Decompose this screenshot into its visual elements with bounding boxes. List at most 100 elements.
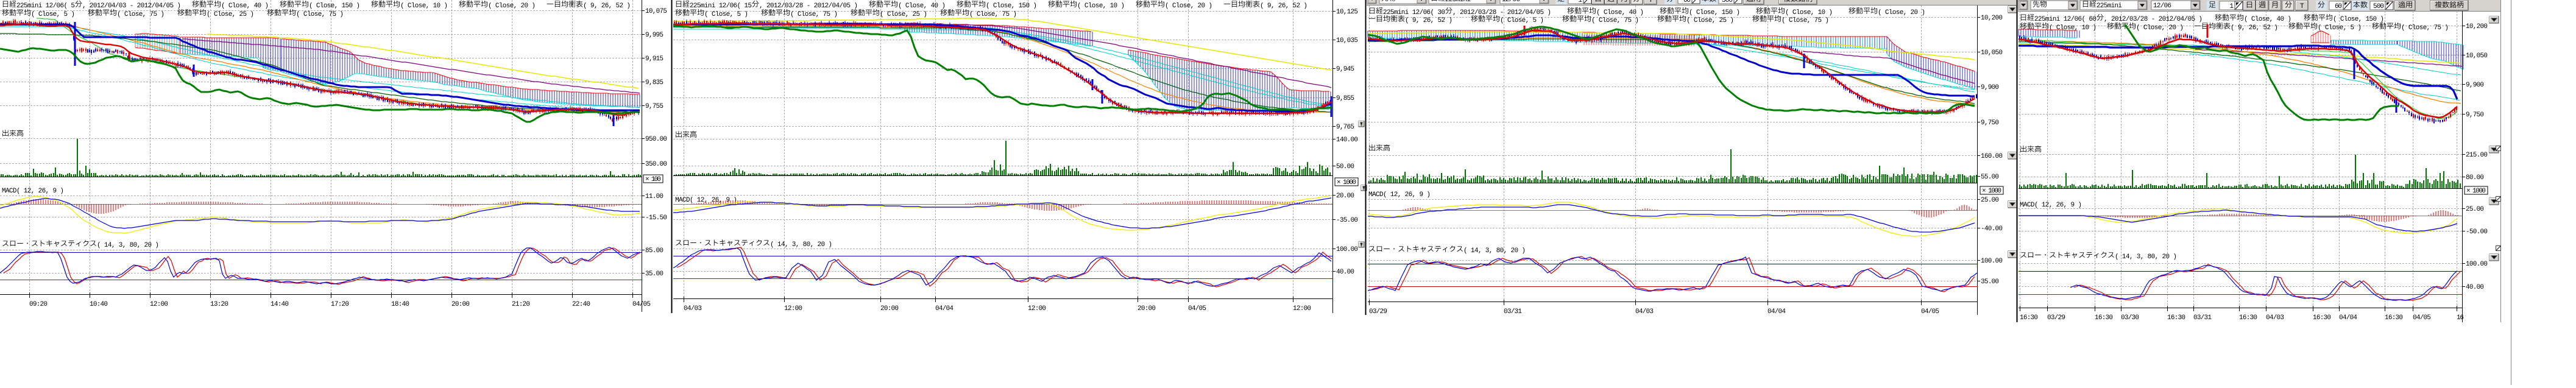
svg-text:500: 500 [1722, 0, 1733, 4]
svg-text:( 14, 3, 80, 20 ): ( 14, 3, 80, 20 ) [97, 242, 159, 249]
svg-text:( Close, 150 ): ( Close, 150 ) [309, 2, 360, 10]
svg-text:( Close, 20 ): ( Close, 20 ) [1878, 9, 1925, 16]
svg-text:20:00: 20:00 [880, 305, 899, 312]
svg-text:( Close, 75 ): ( Close, 75 ) [969, 11, 1017, 18]
svg-text:40.00: 40.00 [2466, 284, 2484, 291]
svg-text:13:20: 13:20 [210, 301, 228, 308]
svg-text:100.00: 100.00 [2466, 261, 2488, 268]
svg-text:( 9, 26, 52 ): ( 9, 26, 52 ) [1260, 2, 1307, 10]
svg-text:( Close, 75 ): ( Close, 75 ) [790, 11, 838, 18]
svg-text:17:20: 17:20 [331, 301, 349, 308]
svg-text:350.00: 350.00 [645, 161, 667, 168]
svg-text:12:00: 12:00 [1028, 305, 1046, 312]
svg-text:× 100: × 100 [645, 176, 661, 183]
svg-text:( 9, 26, 52 ): ( 9, 26, 52 ) [2231, 24, 2278, 32]
svg-text:, 2012/03/28 - 2012/04/05 ): , 2012/03/28 - 2012/04/05 ) [2104, 16, 2203, 23]
svg-text:( 14, 3, 80, 20 ): ( 14, 3, 80, 20 ) [1463, 247, 1526, 255]
svg-text:03/29: 03/29 [2047, 314, 2065, 322]
svg-text:9,915: 9,915 [645, 55, 663, 63]
svg-text:( 9, 26, 52 ): ( 9, 26, 52 ) [1405, 17, 1453, 24]
svg-text:( 9, 26, 52 ): ( 9, 26, 52 ) [583, 2, 631, 10]
svg-text:× 1000: × 1000 [1982, 188, 2001, 195]
svg-text:03/29: 03/29 [1369, 308, 1387, 316]
svg-text:9,900: 9,900 [1981, 84, 1999, 91]
svg-text:950.00: 950.00 [645, 136, 667, 143]
svg-text:( Close, 75 ): ( Close, 75 ) [1591, 17, 1639, 24]
svg-text:03/30: 03/30 [2121, 314, 2139, 322]
svg-text:04/04: 04/04 [2339, 314, 2357, 322]
svg-text:( Close, 75 ): ( Close, 75 ) [1782, 17, 1829, 24]
svg-text:( Close, 5 ): ( Close, 5 ) [2318, 24, 2362, 32]
svg-text:( Close, 150 ): ( Close, 150 ) [986, 2, 1037, 10]
svg-text:9,995: 9,995 [645, 32, 663, 39]
svg-text:MACD( 12, 26, 9 ): MACD( 12, 26, 9 ) [1368, 191, 1431, 199]
svg-text:× 1000: × 1000 [1337, 179, 1356, 186]
svg-text:04/04: 04/04 [1767, 308, 1786, 316]
svg-text:MACD( 12, 26, 9 ): MACD( 12, 26, 9 ) [2, 188, 64, 195]
svg-text:10,125: 10,125 [1336, 9, 1358, 16]
svg-text:9,835: 9,835 [645, 79, 663, 86]
svg-text:, 2012/04/03 - 2012/04/05 ): , 2012/04/03 - 2012/04/05 ) [82, 2, 181, 10]
svg-text:( Close, 5 ): ( Close, 5 ) [1500, 17, 1544, 24]
svg-text:18:40: 18:40 [391, 301, 409, 308]
svg-text:( Close, 20 ): ( Close, 20 ) [1165, 2, 1212, 10]
svg-text:04/05: 04/05 [2413, 314, 2431, 322]
svg-text:, 2012/03/28 - 2012/04/05 ): , 2012/03/28 - 2012/04/05 ) [1453, 9, 1551, 16]
svg-text:T: T [2300, 3, 2304, 10]
svg-text:( Close, 40 ): ( Close, 40 ) [2244, 16, 2291, 23]
svg-text:12:00: 12:00 [1293, 305, 1311, 312]
svg-text:03/31: 03/31 [2193, 314, 2212, 322]
svg-text:( Close, 25 ): ( Close, 25 ) [880, 11, 927, 18]
svg-text:T: T [1649, 0, 1653, 4]
svg-text:9,750: 9,750 [1981, 119, 1999, 127]
svg-text:16:30: 16:30 [2167, 314, 2185, 322]
svg-text:03/31: 03/31 [1504, 308, 1522, 316]
svg-text:10,200: 10,200 [1981, 15, 2003, 22]
svg-text:9,755: 9,755 [645, 103, 663, 110]
svg-text:( Close, 40 ): ( Close, 40 ) [1596, 9, 1644, 16]
svg-text:20.00: 20.00 [1336, 192, 1354, 200]
svg-text:( Close, 25 ): ( Close, 25 ) [207, 11, 254, 18]
svg-text:MACD( 12, 26, 9 ): MACD( 12, 26, 9 ) [2020, 202, 2082, 209]
svg-text:( Close, 5 ): ( Close, 5 ) [31, 11, 75, 18]
svg-text:16:30: 16:30 [2385, 314, 2403, 322]
svg-text:16:30: 16:30 [2095, 314, 2113, 322]
svg-text:04/03: 04/03 [1635, 308, 1654, 316]
svg-text:( Close, 10 ): ( Close, 10 ) [400, 2, 448, 10]
svg-text:( 14, 3, 80, 20 ): ( 14, 3, 80, 20 ) [770, 241, 832, 249]
svg-text:( Close, 75 ): ( Close, 75 ) [117, 11, 165, 18]
svg-text:-35.00: -35.00 [1336, 217, 1358, 224]
svg-text:( Close, 75 ): ( Close, 75 ) [2401, 24, 2449, 32]
svg-text:( Close, 150 ): ( Close, 150 ) [1689, 9, 1740, 16]
svg-text:( Close, 150 ): ( Close, 150 ) [2333, 16, 2384, 23]
svg-text:225mini 12/06( 30: 225mini 12/06( 30 [1383, 9, 1445, 16]
svg-text:12/06: 12/06 [1502, 0, 1520, 4]
svg-text:10:40: 10:40 [90, 301, 108, 308]
svg-text:21:20: 21:20 [512, 301, 530, 308]
svg-text:16:30: 16:30 [2313, 314, 2331, 322]
svg-text:04/03: 04/03 [2266, 314, 2284, 322]
svg-text:225mini 12/06( 60: 225mini 12/06( 60 [2034, 16, 2097, 23]
svg-text:12:00: 12:00 [150, 301, 168, 308]
svg-text:215.00: 215.00 [2466, 152, 2488, 159]
svg-text:MACD( 12, 26, 9 ): MACD( 12, 26, 9 ) [675, 197, 737, 204]
svg-text:9,765: 9,765 [1336, 124, 1354, 131]
svg-text:, 2012/03/28 - 2012/04/05 ): , 2012/03/28 - 2012/04/05 ) [759, 2, 858, 10]
svg-text:10,035: 10,035 [1336, 37, 1358, 44]
svg-text:16: 16 [2457, 314, 2464, 322]
svg-text:25.00: 25.00 [1981, 197, 1999, 204]
svg-text:1: 1 [1578, 0, 1582, 4]
svg-text:140.00: 140.00 [1336, 136, 1358, 144]
svg-text:50.00: 50.00 [1336, 163, 1354, 171]
svg-text:20:00: 20:00 [451, 301, 470, 308]
svg-text:16:30: 16:30 [2239, 314, 2257, 322]
svg-text:× 1000: × 1000 [2466, 188, 2486, 195]
svg-text:225mini: 225mini [1445, 0, 1471, 4]
svg-text:1: 1 [2229, 3, 2234, 10]
svg-text:60: 60 [2335, 3, 2342, 10]
svg-text:22:40: 22:40 [572, 301, 590, 308]
svg-text:40.00: 40.00 [1336, 269, 1354, 276]
svg-text:9,900: 9,900 [2466, 82, 2484, 89]
svg-text:04/03: 04/03 [684, 305, 702, 312]
svg-text:( 14, 3, 80, 20 ): ( 14, 3, 80, 20 ) [2115, 253, 2177, 261]
